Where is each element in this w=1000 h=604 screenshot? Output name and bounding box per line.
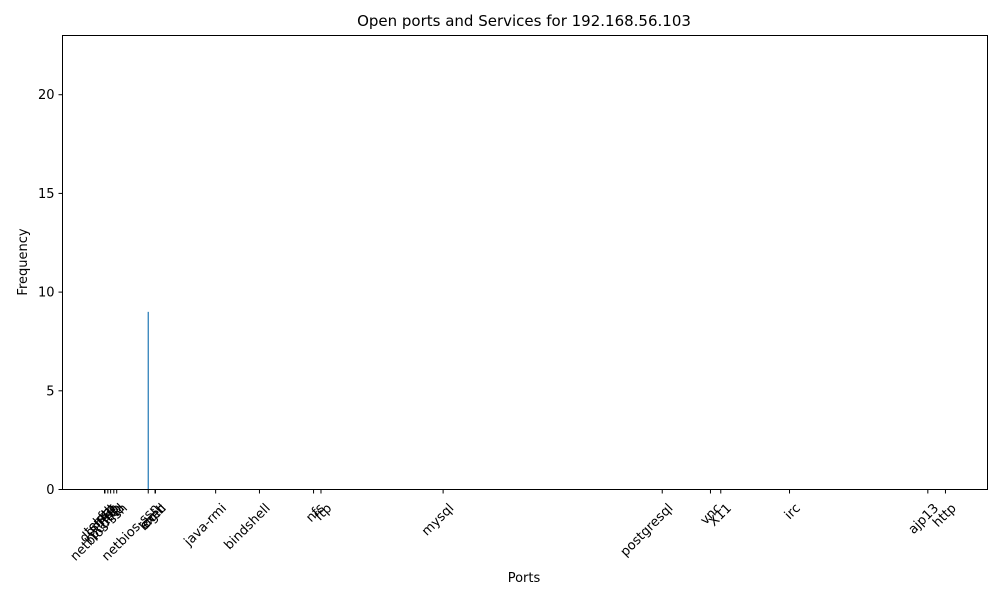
chart-title: Open ports and Services for 192.168.56.1… bbox=[357, 12, 691, 30]
x-tick-label: mysql bbox=[419, 501, 457, 539]
x-axis-ticks: ftpsshtelnetsmtpdomainhttprpcbindnetbios… bbox=[68, 489, 960, 564]
x-axis-label: Ports bbox=[508, 571, 541, 586]
y-tick-label: 20 bbox=[38, 88, 55, 103]
x-tick-label: bindshell bbox=[222, 501, 274, 553]
y-tick-label: 10 bbox=[38, 286, 55, 301]
x-tick-label: irc bbox=[782, 501, 804, 523]
plot-frame bbox=[62, 35, 988, 490]
y-tick-label: 5 bbox=[46, 384, 54, 399]
bar-netbios-ssn bbox=[147, 311, 149, 490]
y-tick-label: 0 bbox=[46, 483, 54, 498]
y-tick-label: 15 bbox=[38, 187, 55, 202]
x-tick-label: postgresql bbox=[618, 501, 677, 560]
y-axis-ticks: 0 5 10 15 20 bbox=[38, 88, 63, 498]
y-axis-label: Frequency bbox=[16, 228, 31, 295]
bars-group bbox=[147, 311, 149, 490]
